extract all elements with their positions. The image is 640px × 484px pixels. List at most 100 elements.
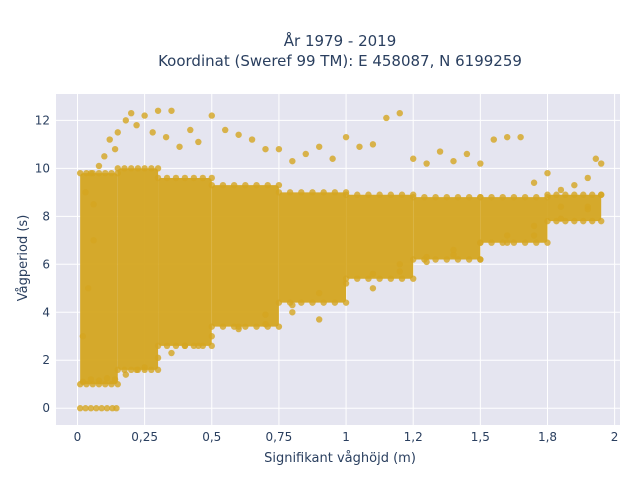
scatter-point [114,366,121,374]
scatter-point [365,275,372,282]
x-tick-label: 1,2 [404,430,423,444]
scatter-point [122,117,130,124]
scatter-point [477,239,484,246]
y-tick-label: 8 [42,209,50,223]
x-tick-label: 2 [611,430,619,444]
scatter-point [108,169,115,177]
scatter-point [114,381,121,388]
scatter-point [154,354,162,362]
scatter-point [154,174,162,182]
scatter-point [275,323,283,330]
dense-region [158,177,212,346]
scatter-point [190,342,198,350]
x-tick-label: 0,75 [266,430,293,444]
x-tick-label: 0,5 [202,430,221,444]
scatter-point [410,193,417,201]
y-axis-title: Vågperiod (s) [16,215,31,302]
scatter-point [95,162,103,170]
scatter-point [199,342,207,350]
scatter-point [423,258,430,266]
scatter-point [208,323,215,330]
scatter-point [329,155,336,162]
scatter-point [102,169,109,177]
scatter-point [253,181,260,189]
scatter-point [133,366,140,374]
dense-region [480,197,548,243]
scatter-point [101,153,108,160]
scatter-point [396,261,403,268]
scatter-point [111,145,119,153]
scatter-point [76,169,84,177]
scatter-point [108,381,115,388]
scatter-point [141,112,148,119]
scatter-point [592,155,600,162]
scatter-point [82,405,89,412]
scatter-point [149,129,156,136]
scatter-point [450,251,457,258]
scatter-point [376,275,383,282]
scatter-point [141,165,148,172]
scatter-point [128,165,135,172]
scatter-point [289,301,296,309]
x-tick-label: 0 [74,430,82,444]
scatter-point [544,169,551,177]
scatter-point [242,181,249,189]
scatter-point [369,270,377,278]
scatter-point [584,174,591,182]
scatter-point [557,203,565,210]
scatter-point [598,217,605,225]
scatter-point [128,109,135,117]
scatter-point [264,181,271,189]
scatter-point [589,191,596,198]
scatter-point [248,136,256,143]
scatter-point [275,189,283,196]
scatter-point [113,405,120,412]
dense-point-cloud [76,165,605,388]
scatter-point [154,165,162,172]
scatter-point [421,193,428,201]
scatter-point [432,256,439,263]
scatter-point [510,193,518,201]
scatter-point [235,325,242,333]
scatter-point [230,181,238,189]
scatter-point [176,143,183,150]
x-tick-label: 1 [342,430,350,444]
scatter-point [187,126,194,134]
scatter-point [82,189,89,196]
scatter-point [102,381,109,388]
scatter-point [562,191,569,198]
x-axis-title: Signifikant våghöjd (m) [264,451,416,466]
scatter-point [387,275,395,282]
scatter-point [510,239,518,246]
scatter-point [432,193,439,201]
scatter-point [517,133,524,141]
scatter-point [490,136,497,143]
x-tick-label: 1,5 [471,430,490,444]
y-tick-label: 6 [42,257,50,271]
scatter-point [410,256,417,263]
scatter-point [342,280,350,287]
scatter-point [423,253,430,261]
scatter-point [571,191,578,198]
scatter-point [342,299,350,306]
scatter-point [544,239,551,246]
scatter-point [289,157,296,165]
scatter-point [275,145,283,153]
scatter-point [208,174,215,182]
dense-region [278,192,347,303]
scatter-point [195,342,202,350]
scatter-point [443,256,450,263]
scatter-point [571,217,578,225]
scatter-point [320,299,327,306]
scatter-point [309,189,316,196]
scatter-point [162,133,170,141]
scatter-point [103,405,111,412]
scatter-point [331,189,339,196]
scatter-point [398,275,406,282]
scatter-point [423,160,430,167]
scatter-point [499,239,506,246]
scatter-point [286,189,294,196]
scatter-point [79,333,87,340]
scatter-point [342,133,350,141]
scatter-point [465,256,473,263]
